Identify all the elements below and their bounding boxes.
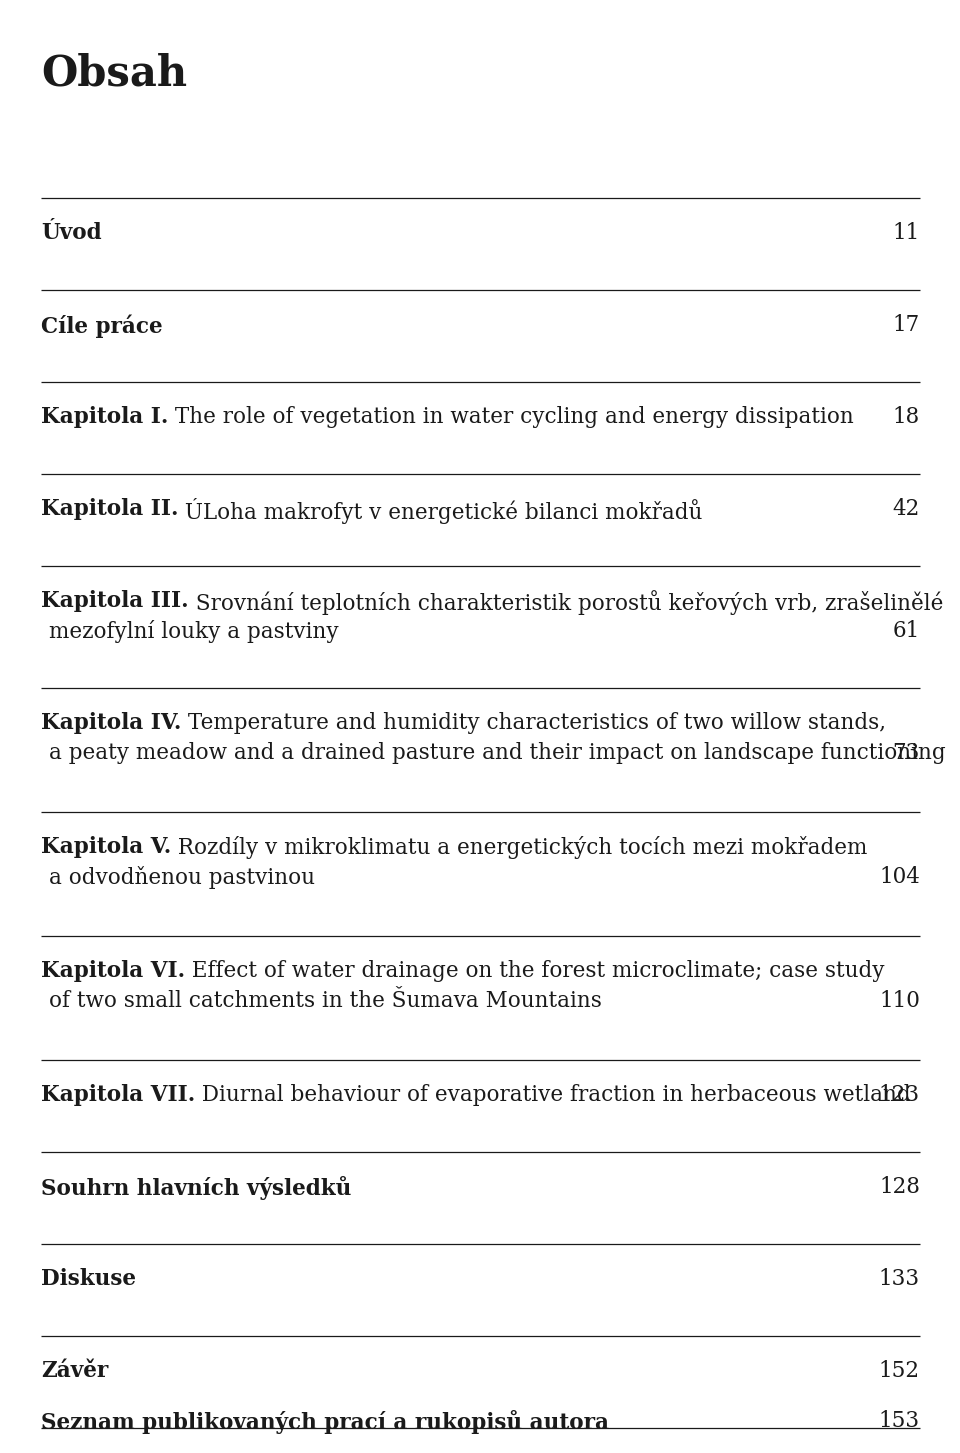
Text: Závěr: Závěr [41,1360,108,1382]
Text: The role of vegetation in water cycling and energy dissipation: The role of vegetation in water cycling … [168,405,854,429]
Text: 11: 11 [893,222,920,244]
Text: 73: 73 [893,742,920,764]
Text: Kapitola II.: Kapitola II. [41,498,179,520]
Text: Kapitola III.: Kapitola III. [41,590,188,612]
Text: ÚLoha makrofyt v energetické bilanci mokřadů: ÚLoha makrofyt v energetické bilanci mok… [179,498,703,525]
Text: Kapitola VI.: Kapitola VI. [41,960,185,982]
Text: Effect of water drainage on the forest microclimate; case study: Effect of water drainage on the forest m… [185,960,884,982]
Text: 104: 104 [879,866,920,888]
Text: mezofylní louky a pastviny: mezofylní louky a pastviny [49,620,338,644]
Text: Srovnání teplotních charakteristik porostů keřových vrb, zrašelinělé: Srovnání teplotních charakteristik poros… [188,590,943,615]
Text: 152: 152 [878,1360,920,1382]
Text: 61: 61 [893,620,920,642]
Text: a peaty meadow and a drained pasture and their impact on landscape functioning: a peaty meadow and a drained pasture and… [49,742,946,764]
Text: Diskuse: Diskuse [41,1268,136,1290]
Text: 153: 153 [878,1409,920,1433]
Text: Seznam publikovaných prací a rukopisů autora: Seznam publikovaných prací a rukopisů au… [41,1409,609,1434]
Text: Úvod: Úvod [41,222,102,244]
Text: 123: 123 [878,1084,920,1106]
Text: Souhrn hlavních výsledků: Souhrn hlavních výsledků [41,1175,351,1200]
Text: 42: 42 [893,498,920,520]
Text: Kapitola V.: Kapitola V. [41,835,171,859]
Text: 18: 18 [893,405,920,429]
Text: 128: 128 [879,1175,920,1199]
Text: Diurnal behaviour of evaporative fraction in herbaceous wetland: Diurnal behaviour of evaporative fractio… [195,1084,911,1106]
Text: Kapitola VII.: Kapitola VII. [41,1084,195,1106]
Text: Obsah: Obsah [41,52,187,94]
Text: Kapitola I.: Kapitola I. [41,405,168,429]
Text: 110: 110 [879,989,920,1011]
Text: Kapitola IV.: Kapitola IV. [41,712,181,734]
Text: Temperature and humidity characteristics of two willow stands,: Temperature and humidity characteristics… [181,712,886,734]
Text: 17: 17 [893,314,920,336]
Text: Cíle práce: Cíle práce [41,314,162,337]
Text: a odvodňenou pastvinou: a odvodňenou pastvinou [49,866,315,889]
Text: 133: 133 [878,1268,920,1290]
Text: of two small catchments in the Šumava Mountains: of two small catchments in the Šumava Mo… [49,989,602,1011]
Text: Rozdíly v mikroklimatu a energetických tocích mezi mokřadem: Rozdíly v mikroklimatu a energetických t… [171,835,868,859]
